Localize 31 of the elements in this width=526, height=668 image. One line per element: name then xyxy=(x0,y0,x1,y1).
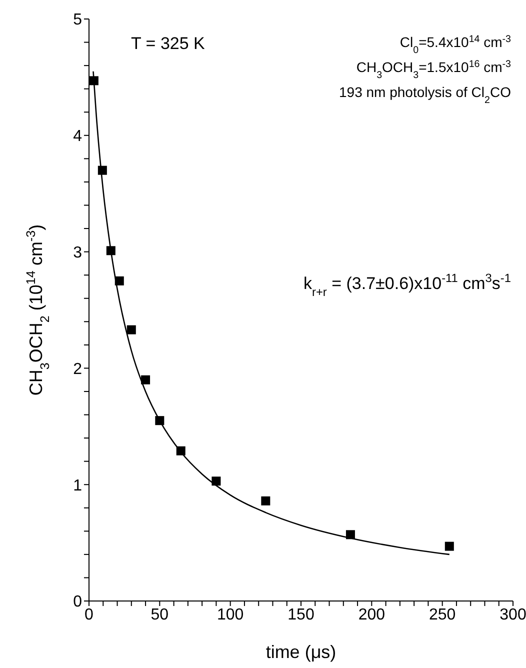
point xyxy=(141,375,150,384)
x-tick-label: 50 xyxy=(150,606,169,624)
x-tick-label: 150 xyxy=(288,606,314,624)
x-tick-label: 250 xyxy=(428,606,456,624)
x-tick-label: 200 xyxy=(358,606,386,624)
point xyxy=(98,166,107,175)
annotation: 193 nm photolysis of Cl$_{2}$CO xyxy=(339,84,512,106)
annotation: k$_{r+r}$ = (3.7±0.6)x10$^{-11}$ cm$^{3}$s$^{-1}$ xyxy=(304,271,512,299)
y-tick-label: 1 xyxy=(73,477,82,494)
x-axis-title: time (μs) xyxy=(266,642,336,662)
x-tick-label: 0 xyxy=(84,606,94,624)
annotation: CH$_{3}$OCH$_{3}$=1.5x10$^{16}$ cm$^{-3}$ xyxy=(356,58,512,80)
point xyxy=(114,276,124,286)
y-tick-label: 0 xyxy=(73,594,82,611)
x-tick-label: 300 xyxy=(500,606,526,624)
y-tick-label: 3 xyxy=(73,244,82,262)
point xyxy=(155,416,164,426)
point xyxy=(444,542,454,551)
point xyxy=(212,476,221,486)
point xyxy=(176,446,186,456)
point xyxy=(89,76,98,86)
y-tick-label: 4 xyxy=(73,128,82,146)
annotation: T = 325 K xyxy=(131,34,206,53)
point xyxy=(346,530,355,540)
point xyxy=(126,325,136,334)
annotation: Cl$_{0}$=5.4x10$^{14}$ cm$^{-3}$ xyxy=(400,34,512,56)
x-tick-label: 100 xyxy=(216,606,244,624)
point xyxy=(261,496,270,506)
point xyxy=(106,246,116,256)
y-tick-label: 5 xyxy=(73,12,82,29)
y-tick-label: 2 xyxy=(73,360,82,378)
